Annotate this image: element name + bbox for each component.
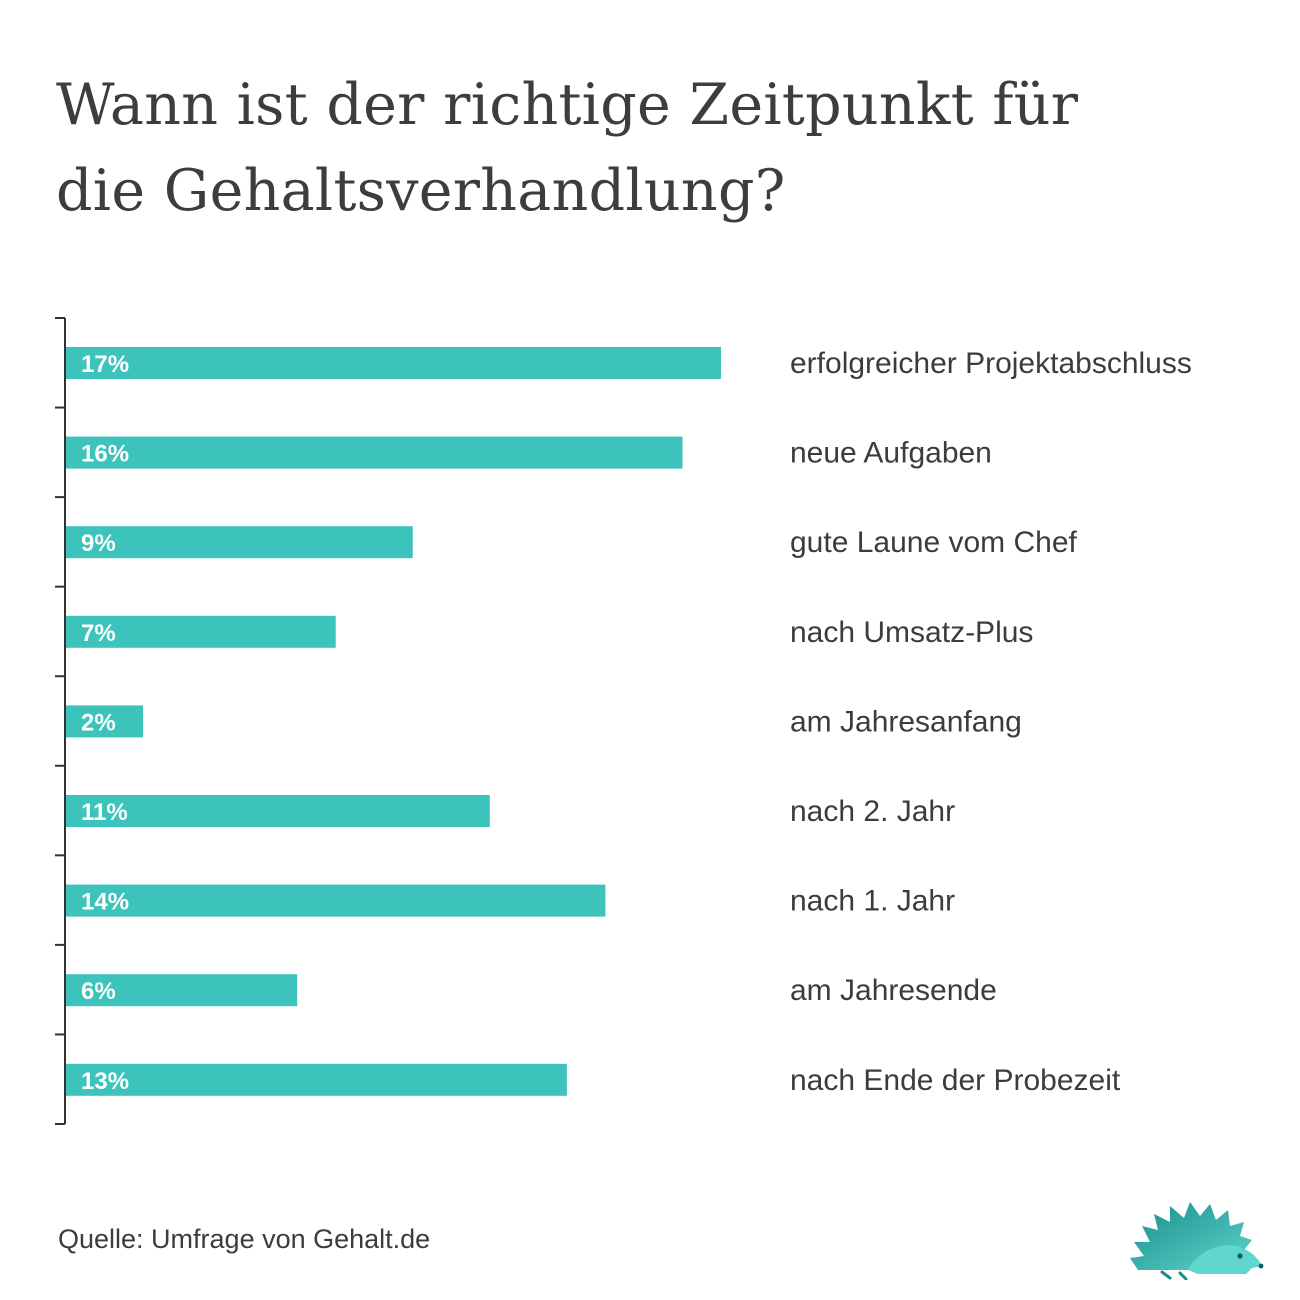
bar — [66, 615, 336, 648]
bar-value-label: 2% — [81, 709, 116, 736]
hedgehog-logo-icon — [1130, 1202, 1264, 1280]
bar-value-label: 16% — [81, 441, 129, 468]
chart-title: Wann ist der richtige Zeitpunkt für die … — [56, 62, 1236, 234]
category-label: am Jahresende — [790, 974, 997, 1007]
bar — [66, 705, 144, 738]
bar-value-label: 17% — [81, 351, 129, 378]
bar — [66, 1063, 567, 1096]
chart-title-line-1: Wann ist der richtige Zeitpunkt für — [56, 72, 1079, 138]
category-label: nach 2. Jahr — [790, 795, 955, 828]
bar — [66, 436, 683, 469]
category-label: nach 1. Jahr — [790, 885, 955, 918]
bar-value-label: 13% — [81, 1068, 129, 1095]
bar-value-label: 7% — [81, 620, 116, 647]
bar-value-label: 14% — [81, 889, 129, 916]
chart-title-line-2: die Gehaltsverhandlung? — [56, 158, 786, 224]
category-label: am Jahresanfang — [790, 705, 1022, 738]
bar — [66, 795, 490, 827]
source-note: Quelle: Umfrage von Gehalt.de — [58, 1224, 431, 1254]
bar — [66, 884, 606, 917]
bar-value-label: 6% — [81, 978, 116, 1005]
category-label: gute Laune vom Chef — [790, 526, 1078, 559]
category-label: erfolgreicher Projektabschluss — [790, 347, 1192, 380]
category-label: nach Umsatz-Plus — [790, 616, 1033, 649]
bar — [66, 526, 413, 559]
bar-value-label: 9% — [81, 530, 116, 557]
bar-value-label: 11% — [81, 799, 128, 826]
category-label: neue Aufgaben — [790, 437, 992, 470]
bar — [66, 347, 721, 379]
category-label: nach Ende der Probezeit — [790, 1064, 1121, 1097]
bar — [66, 974, 298, 1007]
